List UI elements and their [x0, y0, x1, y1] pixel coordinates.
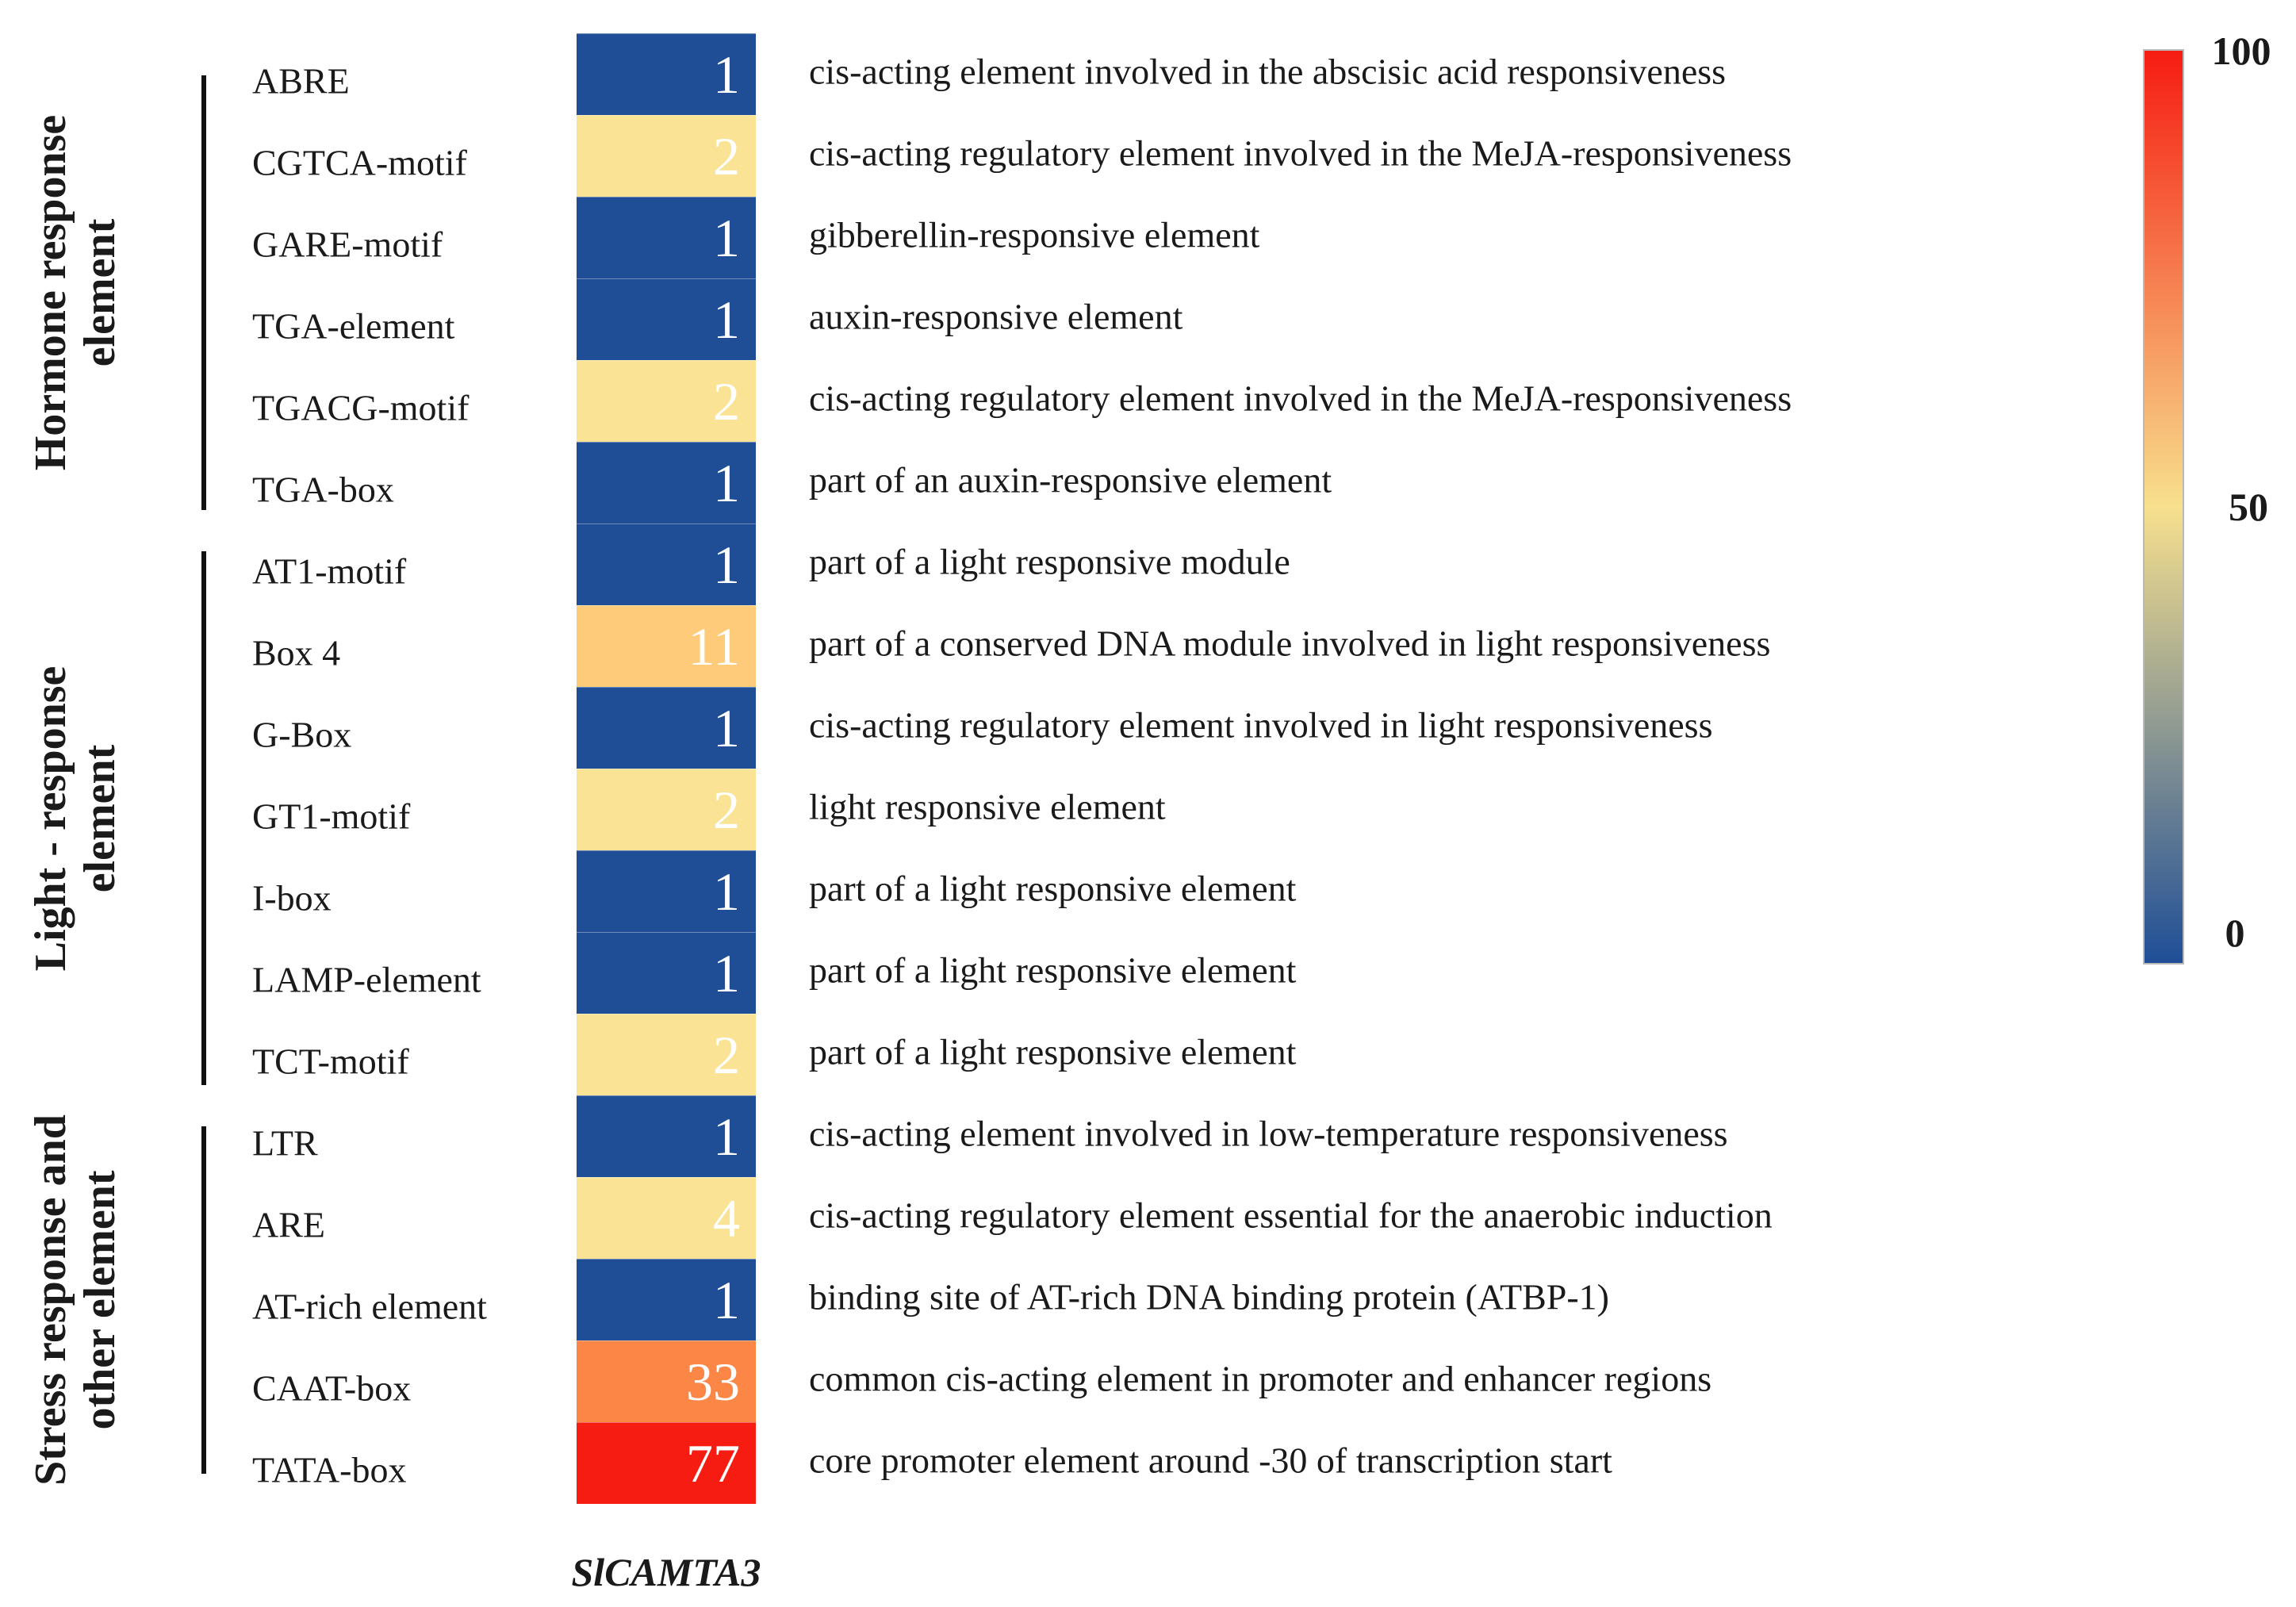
element-label: ABRE [252, 60, 350, 101]
element-label: LAMP-element [252, 959, 481, 999]
group-bracket [201, 1126, 206, 1474]
element-description: cis-acting regulatory element involved i… [809, 378, 1792, 418]
heatmap-cell: 1 [577, 1259, 756, 1340]
element-label: TGA-box [252, 469, 394, 509]
cell-value: 1 [713, 535, 740, 595]
element-label: CAAT-box [252, 1367, 412, 1408]
group-label: Stress response and other element [26, 1114, 125, 1486]
heatmap-cell: 1 [577, 442, 756, 524]
cell-value: 1 [713, 208, 740, 268]
element-label: TCT-motif [252, 1041, 409, 1081]
cell-value: 1 [713, 1270, 740, 1330]
group-label: Light - response element [26, 665, 125, 971]
element-description: light responsive element [809, 786, 1166, 827]
element-description: cis-acting regulatory element involved i… [809, 132, 1792, 173]
heatmap-cell: 1 [577, 524, 756, 605]
cell-value: 4 [713, 1188, 740, 1248]
group-label-line: Light - response [26, 665, 75, 971]
group-label-line: element [75, 744, 125, 892]
color-scale-bar [2143, 49, 2184, 965]
element-label: ARE [252, 1204, 325, 1245]
heatmap-cell: 2 [577, 360, 756, 442]
cell-value: 77 [686, 1433, 740, 1494]
cell-value: 2 [713, 1025, 740, 1085]
heatmap-cell: 4 [577, 1177, 756, 1259]
element-label: G-Box [252, 714, 352, 754]
cell-value: 1 [713, 453, 740, 513]
element-description: part of a light responsive element [809, 949, 1297, 990]
heatmap-cell: 1 [577, 278, 756, 360]
element-label: AT-rich element [252, 1286, 487, 1326]
cell-value: 11 [688, 616, 740, 677]
group-bracket [201, 75, 206, 510]
color-scale-tick: 100 [2211, 29, 2271, 73]
cell-value: 2 [713, 780, 740, 840]
cell-value: 1 [713, 861, 740, 922]
color-scale-tick: 0 [2225, 911, 2245, 955]
element-label: GARE-motif [252, 224, 443, 264]
group-label-line: element [75, 218, 125, 367]
element-description: cis-acting regulatory element involved i… [809, 704, 1713, 745]
heatmap-cell: 77 [577, 1422, 756, 1504]
element-description: cis-acting element involved in low-tempe… [809, 1113, 1728, 1153]
element-description: core promoter element around -30 of tran… [809, 1440, 1612, 1480]
heatmap-cell: 2 [577, 115, 756, 197]
group-label-line: Hormone response [26, 114, 75, 471]
heatmap-cell: 33 [577, 1340, 756, 1422]
cell-value: 33 [686, 1352, 740, 1412]
heatmap-cell: 2 [577, 769, 756, 850]
element-label: I-box [252, 877, 332, 918]
element-description: cis-acting element involved in the absci… [809, 51, 1727, 91]
element-label: TGA-element [252, 305, 455, 346]
element-description: auxin-responsive element [809, 296, 1183, 336]
heatmap-cell: 1 [577, 197, 756, 278]
group-label: Hormone response element [26, 115, 125, 471]
group-label-line: other element [75, 1170, 125, 1430]
element-description: part of a conserved DNA module involved … [809, 623, 1771, 663]
cell-value: 1 [713, 44, 740, 105]
element-description: part of an auxin-responsive element [809, 459, 1332, 500]
heatmap-cell: 1 [577, 33, 756, 115]
element-label: TGACG-motif [252, 387, 470, 428]
element-label: AT1-motif [252, 550, 407, 591]
element-label: CGTCA-motif [252, 142, 467, 182]
element-description: common cis-acting element in promoter an… [809, 1358, 1712, 1398]
heatmap-cell: 2 [577, 1014, 756, 1095]
element-description: gibberellin-responsive element [809, 214, 1260, 255]
heatmap-cell: 1 [577, 687, 756, 769]
element-description: cis-acting regulatory element essential … [809, 1195, 1773, 1235]
element-label: GT1-motif [252, 796, 411, 836]
cell-value: 2 [713, 126, 740, 186]
element-description: binding site of AT-rich DNA binding prot… [809, 1276, 1609, 1317]
cell-value: 1 [713, 698, 740, 758]
column-label: SlCAMTA3 [571, 1550, 761, 1594]
heatmap-cell: 1 [577, 932, 756, 1014]
cell-value: 1 [713, 943, 740, 1003]
cell-value: 1 [713, 1106, 740, 1167]
element-label: TATA-box [252, 1449, 407, 1490]
heatmap-cell: 11 [577, 605, 756, 687]
element-label: Box 4 [252, 632, 341, 673]
element-label: LTR [252, 1122, 318, 1163]
group-bracket [201, 551, 206, 1085]
heatmap-cell: 1 [577, 1095, 756, 1177]
color-scale-tick: 50 [2229, 485, 2268, 529]
element-description: part of a light responsive element [809, 1031, 1297, 1072]
group-label-line: Stress response and [26, 1114, 75, 1486]
element-description: part of a light responsive module [809, 541, 1290, 581]
element-description: part of a light responsive element [809, 868, 1297, 908]
cell-value: 2 [713, 371, 740, 431]
heatmap-cell: 1 [577, 850, 756, 932]
cell-value: 1 [713, 290, 740, 350]
